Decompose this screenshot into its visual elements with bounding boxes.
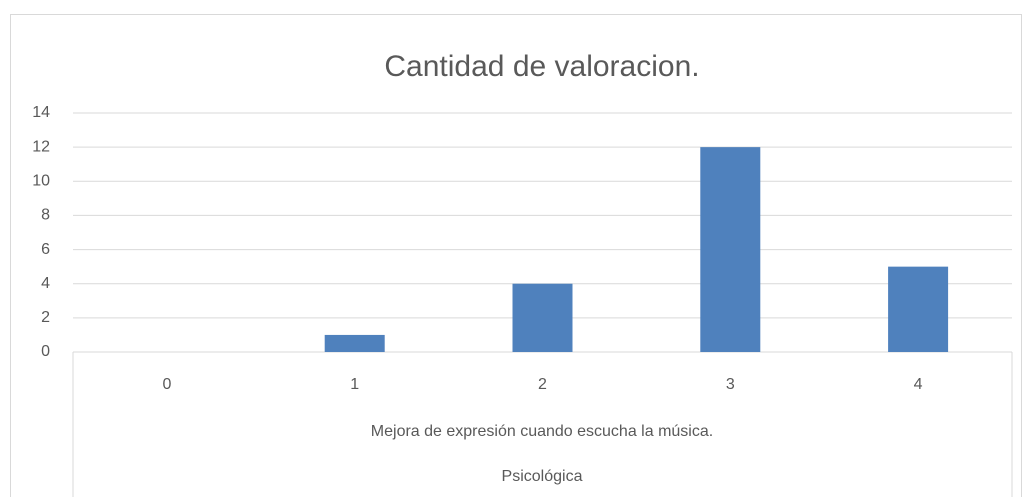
bar (324, 334, 385, 352)
chart-title: Cantidad de valoracion. (384, 50, 699, 83)
y-tick-label: 10 (32, 173, 50, 190)
y-tick-label: 6 (41, 241, 50, 258)
y-tick-label: 8 (41, 207, 50, 224)
x-tick-label: 1 (350, 376, 359, 393)
bar (700, 147, 761, 352)
x-group-label: Psicológica (502, 468, 583, 485)
y-tick-label: 0 (41, 343, 50, 360)
bar (888, 266, 949, 352)
x-tick-label: 2 (538, 376, 547, 393)
x-tick-label: 3 (726, 376, 735, 393)
y-tick-label: 2 (41, 309, 50, 326)
y-tick-label: 4 (41, 275, 50, 292)
y-tick-label: 14 (32, 104, 50, 121)
chart-border (10, 14, 1022, 497)
x-tick-label: 0 (162, 376, 171, 393)
x-group-label: Mejora de expresión cuando escucha la mú… (371, 423, 713, 440)
x-tick-label: 4 (914, 376, 923, 393)
y-tick-label: 12 (32, 138, 50, 155)
bar (512, 283, 573, 352)
